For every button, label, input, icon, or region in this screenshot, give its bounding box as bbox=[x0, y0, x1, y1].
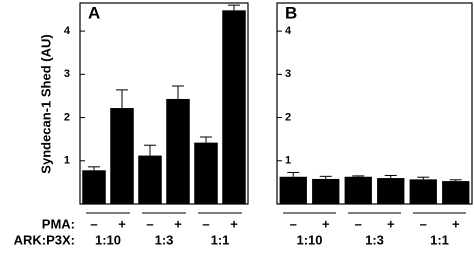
plot-frame bbox=[276, 2, 473, 205]
bar bbox=[166, 98, 190, 204]
group-label: 1:10 bbox=[95, 232, 121, 247]
bar bbox=[409, 179, 437, 204]
bar bbox=[377, 178, 405, 204]
x-tick-label: – bbox=[146, 216, 153, 231]
y-tick-label: 1 bbox=[285, 155, 291, 167]
x-tick-label: – bbox=[355, 216, 362, 231]
x-tick-label: + bbox=[174, 216, 182, 231]
bar bbox=[194, 142, 218, 204]
bar bbox=[222, 10, 246, 204]
panel-label: B bbox=[285, 3, 297, 22]
y-tick-label: 2 bbox=[285, 111, 291, 123]
x-tick-label: – bbox=[90, 216, 97, 231]
category-row-label: PMA: bbox=[42, 216, 75, 231]
bar bbox=[344, 176, 372, 204]
bar bbox=[138, 155, 162, 204]
y-tick-label: 4 bbox=[64, 25, 71, 37]
y-tick-label: 1 bbox=[64, 155, 70, 167]
group-label: 1:1 bbox=[211, 232, 230, 247]
bar bbox=[279, 176, 307, 204]
y-axis-label: Syndecan-1 Shed (AU) bbox=[38, 34, 53, 173]
group-label: 1:1 bbox=[430, 232, 449, 247]
x-tick-label: + bbox=[322, 216, 330, 231]
x-tick-label: + bbox=[118, 216, 126, 231]
y-tick-label: 4 bbox=[285, 25, 292, 37]
group-row-label: ARK:P3X: bbox=[14, 232, 75, 247]
group-label: 1:3 bbox=[155, 232, 174, 247]
panel-label: A bbox=[88, 3, 100, 22]
bar bbox=[110, 108, 134, 204]
x-tick-label: – bbox=[202, 216, 209, 231]
bar bbox=[82, 170, 106, 204]
x-tick-label: + bbox=[230, 216, 238, 231]
bar bbox=[442, 181, 470, 204]
group-label: 1:10 bbox=[296, 232, 322, 247]
x-tick-label: – bbox=[420, 216, 427, 231]
y-tick-label: 3 bbox=[285, 68, 291, 80]
y-tick-label: 2 bbox=[64, 111, 70, 123]
group-label: 1:3 bbox=[365, 232, 384, 247]
x-tick-label: + bbox=[452, 216, 460, 231]
x-tick-label: + bbox=[387, 216, 395, 231]
y-tick-label: 3 bbox=[64, 68, 70, 80]
x-tick-label: – bbox=[290, 216, 297, 231]
bar bbox=[312, 178, 340, 204]
plot-frame bbox=[79, 2, 249, 205]
